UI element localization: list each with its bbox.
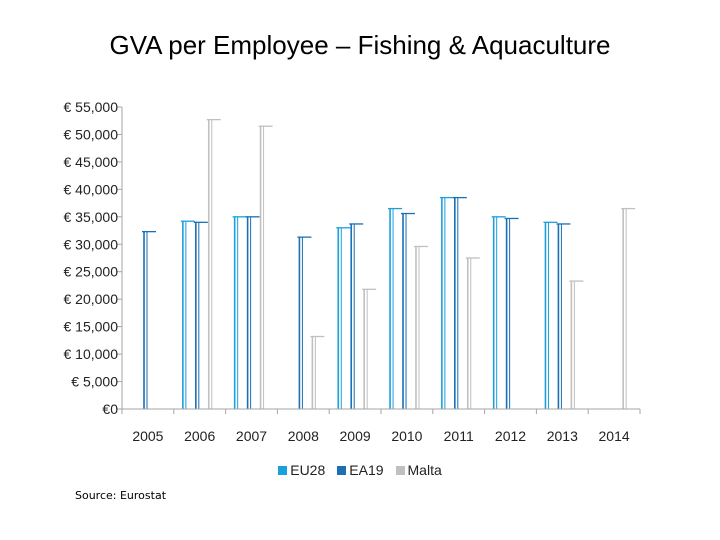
bar-eu28 [180, 220, 195, 409]
bar-ea19 [556, 223, 571, 409]
bar-ea19 [504, 217, 519, 409]
legend-swatch-eu28 [278, 465, 288, 475]
bar-malta [258, 125, 273, 409]
legend-swatch-ea19 [337, 465, 347, 475]
legend-swatch-malta [395, 465, 405, 475]
bar-eu28 [336, 227, 351, 409]
legend: EU28 EA19 Malta [0, 462, 720, 478]
bar-malta [465, 257, 480, 409]
y-tick-label: € 45,000 [64, 154, 119, 170]
bar-ea19 [401, 212, 416, 409]
chart-title: GVA per Employee – Fishing & Aquaculture [109, 30, 611, 60]
y-tick-label: € 25,000 [64, 264, 119, 280]
y-tick-label: € 55,000 [64, 99, 119, 115]
bar-malta [413, 245, 428, 409]
y-tick-label: €0 [102, 401, 118, 417]
y-tick-label: € 35,000 [64, 209, 119, 225]
bar-eu28 [388, 207, 403, 409]
legend-label-malta: Malta [407, 462, 442, 478]
bar-malta [206, 118, 221, 409]
x-tick-label: 2014 [599, 428, 630, 444]
bar-ea19 [142, 230, 157, 409]
bar-ea19 [245, 216, 260, 409]
x-tick-label: 2011 [444, 428, 474, 444]
legend-item-malta: Malta [395, 462, 442, 478]
bar-malta [310, 335, 325, 409]
x-tick-label: 2006 [184, 428, 215, 444]
y-tick-label: € 50,000 [64, 126, 119, 142]
y-tick-label: € 10,000 [64, 346, 119, 362]
x-tick-label: 2009 [340, 428, 371, 444]
y-tick-label: € 15,000 [64, 319, 119, 335]
x-tick-label: 2012 [495, 428, 526, 444]
bar-ea19 [349, 223, 364, 409]
x-tick-label: 2005 [132, 428, 163, 444]
x-tick-label: 2008 [288, 428, 319, 444]
legend-item-eu28: EU28 [278, 462, 325, 478]
bar-eu28 [543, 221, 558, 409]
bar-malta [362, 288, 377, 409]
legend-label-eu28: EU28 [290, 462, 326, 478]
y-tick-label: € 20,000 [64, 291, 119, 307]
bar-malta [621, 207, 636, 409]
x-tick-label: 2010 [391, 428, 422, 444]
legend-label-ea19: EA19 [349, 462, 384, 478]
legend-item-ea19: EA19 [337, 462, 384, 478]
bar-ea19 [297, 236, 312, 409]
y-tick-label: € 30,000 [64, 236, 119, 252]
y-tick-label: € 40,000 [64, 181, 119, 197]
y-tick-label: € 5,000 [71, 374, 118, 390]
bar-eu28 [232, 216, 247, 409]
source-note: Source: Eurostat [75, 489, 167, 502]
bar-eu28 [439, 196, 454, 409]
x-tick-label: 2013 [547, 428, 578, 444]
x-tick-label: 2007 [236, 428, 267, 444]
bar-ea19 [193, 221, 208, 409]
bar-malta [569, 280, 584, 409]
bar-ea19 [452, 196, 467, 409]
bar-eu28 [491, 216, 506, 409]
